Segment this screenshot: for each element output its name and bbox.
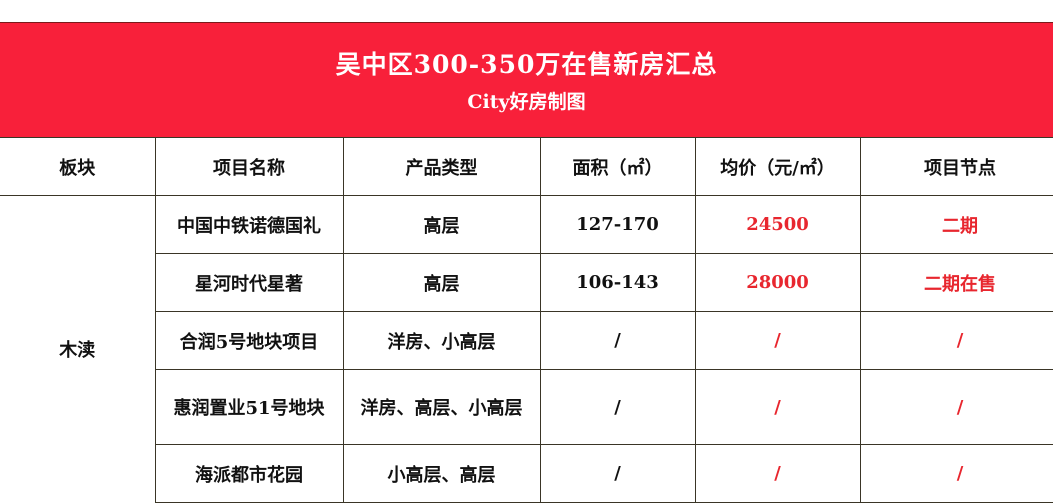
stage: / [859, 444, 1053, 503]
table-row: 星河时代星著 高层 106-143 28000 二期在售 [0, 253, 1053, 312]
project-name: 合润5号地块项目 [154, 311, 344, 370]
product-type: 高层 [342, 253, 541, 312]
product-type: 高层 [342, 195, 541, 254]
housing-table: 板块 项目名称 产品类型 面积（㎡） 均价（元/㎡） 项目节点 木渎 中国中铁诺… [0, 137, 1053, 503]
project-name: 中国中铁诺德国礼 [154, 195, 344, 254]
price: / [694, 444, 861, 503]
project-name: 惠润置业51号地块 [154, 369, 344, 445]
area: / [539, 311, 696, 370]
stage: / [859, 311, 1053, 370]
area: / [539, 444, 696, 503]
stage: 二期在售 [859, 253, 1053, 312]
table-row: 木渎 中国中铁诺德国礼 高层 127-170 24500 二期 [0, 195, 1053, 503]
header-row: 板块 项目名称 产品类型 面积（㎡） 均价（元/㎡） 项目节点 [0, 137, 1053, 196]
price: 28000 [694, 253, 861, 312]
product-type: 洋房、高层、小高层 [342, 369, 541, 445]
project-name: 星河时代星著 [154, 253, 344, 312]
area: 127-170 [539, 195, 696, 254]
price: 24500 [694, 195, 861, 254]
header-stage: 项目节点 [859, 137, 1053, 196]
area: 106-143 [539, 253, 696, 312]
price: / [694, 311, 861, 370]
header-name: 项目名称 [154, 137, 344, 196]
header-board: 板块 [0, 137, 156, 196]
stage: 二期 [859, 195, 1053, 254]
project-name: 海派都市花园 [154, 444, 344, 503]
page-title: 吴中区300-350万在售新房汇总 [335, 50, 718, 79]
page-subtitle: City好房制图 [467, 91, 586, 113]
area: / [539, 369, 696, 445]
header-type: 产品类型 [342, 137, 541, 196]
header-price: 均价（元/㎡） [694, 137, 861, 196]
title-banner: 吴中区300-350万在售新房汇总 City好房制图 [0, 22, 1053, 138]
board-cell: 木渎 [0, 195, 156, 503]
price: / [694, 369, 861, 445]
table-row: 海派都市花园 小高层、高层 / / / [0, 444, 1053, 503]
table-row: 惠润置业51号地块 洋房、高层、小高层 / / / [0, 369, 1053, 445]
header-area: 面积（㎡） [539, 137, 696, 196]
product-type: 小高层、高层 [342, 444, 541, 503]
stage: / [859, 369, 1053, 445]
table-row: 合润5号地块项目 洋房、小高层 / / / [0, 311, 1053, 370]
product-type: 洋房、小高层 [342, 311, 541, 370]
